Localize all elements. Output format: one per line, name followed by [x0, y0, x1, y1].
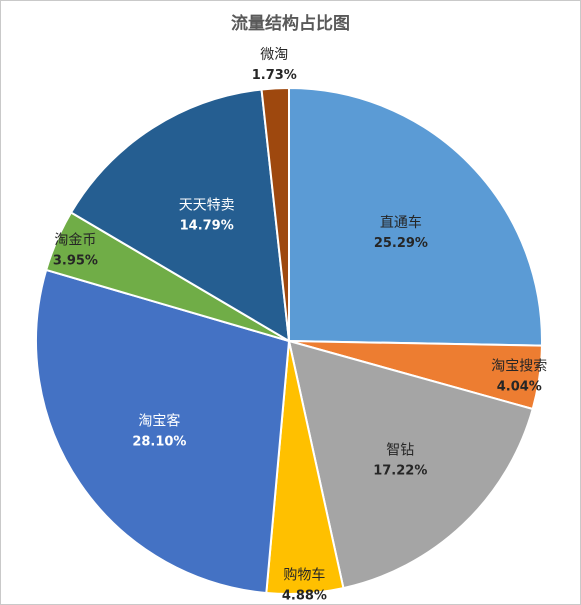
chart-title: 流量结构占比图 — [231, 14, 350, 34]
pie-slice-taobaoke — [35, 268, 291, 595]
slice-value-taojinbi: 3.95% — [53, 254, 98, 269]
slice-value-weitao: 1.73% — [252, 68, 297, 83]
slice-label-gouwuche: 购物车 — [283, 566, 325, 583]
pie-slice-zhizuan — [287, 339, 534, 590]
pie-slices — [35, 86, 543, 595]
slice-value-zhizuan: 17.22% — [373, 464, 427, 479]
slice-value-zhitongche: 25.29% — [374, 236, 428, 251]
slice-label-taobaoke: 淘宝客 — [138, 412, 180, 429]
slice-label-zhizuan: 智钻 — [386, 443, 414, 459]
pie-labels: 直通车 25.29% 淘宝搜索 4.04% 智钻 17.22% 购物车 4.88% 淘宝客 28.… — [53, 47, 547, 603]
slice-label-weitao: 微淘 — [260, 47, 288, 63]
slice-value-taobaoke: 28.10% — [132, 434, 186, 449]
slice-value-taobao-search: 4.04% — [497, 380, 542, 395]
slice-label-tiantiantemai: 天天特卖 — [179, 198, 235, 214]
slice-value-gouwuche: 4.88% — [282, 588, 327, 603]
slice-value-tiantiantemai: 14.79% — [180, 219, 234, 234]
slice-label-zhitongche: 直通车 — [380, 214, 422, 231]
slice-label-taojinbi: 淘金币 — [54, 233, 96, 249]
slice-label-taobao-search: 淘宝搜索 — [491, 358, 547, 375]
pie-slice-tiantiantemai — [69, 88, 291, 343]
pie-slice-zhitongche — [288, 86, 543, 347]
pie-slice-weitao — [260, 86, 290, 342]
